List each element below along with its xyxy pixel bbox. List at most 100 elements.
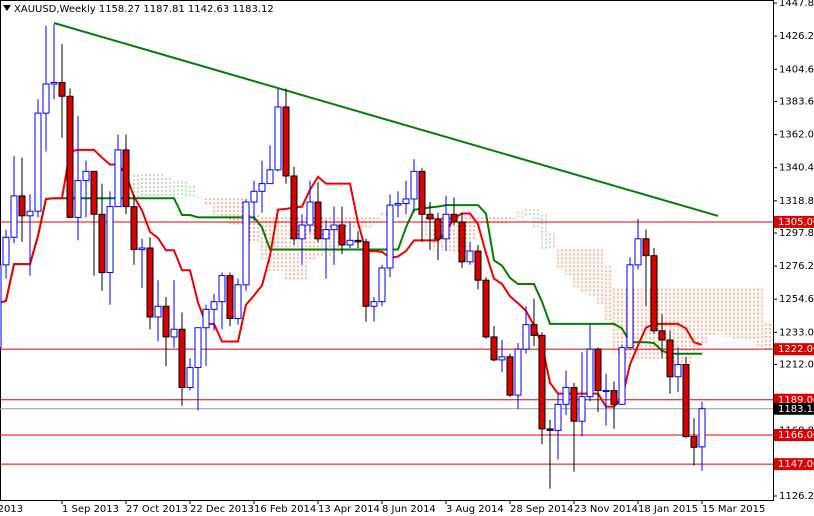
candle-body: [218, 275, 226, 303]
level-label: 1166.00: [778, 430, 814, 441]
candle-body: [146, 247, 154, 318]
candle-body: [122, 149, 130, 208]
candle-body: [546, 428, 554, 431]
candle-body: [610, 390, 618, 405]
title-arrow: [3, 5, 11, 11]
candle-body: [362, 241, 370, 307]
candle-body: [178, 328, 186, 388]
x-tick-label: 16 Feb 2014: [254, 504, 316, 515]
candle-body: [58, 81, 66, 97]
level-label: 1147.00: [778, 459, 814, 470]
candle-body: [490, 336, 498, 361]
candle-body: [50, 81, 58, 85]
candle-body: [618, 347, 626, 405]
candle-body: [594, 348, 602, 392]
candle-body: [0, 264, 2, 349]
candle-body: [602, 390, 610, 393]
candle-body: [666, 339, 674, 378]
x-tick-label: 23 Nov 2014: [574, 504, 638, 515]
candle-body: [322, 229, 330, 240]
candle-body: [394, 203, 402, 206]
candle-body: [106, 206, 114, 274]
x-tick-label: 8 Jun 2014: [382, 504, 436, 515]
candle-body: [82, 170, 90, 182]
candle-body: [338, 224, 346, 246]
candle-body: [330, 224, 338, 231]
y-tick-label: 1233.00: [779, 327, 814, 338]
candle-body: [10, 195, 18, 238]
candle-body: [466, 250, 474, 263]
candle-body: [562, 386, 570, 405]
candle-body: [170, 328, 178, 338]
candle-body: [386, 204, 394, 269]
level-label-bg: [774, 343, 814, 356]
candle-body: [290, 175, 298, 240]
candle-body: [314, 201, 322, 240]
x-tick-label: 7 Jul 2013: [0, 504, 23, 515]
candle-body: [634, 238, 642, 266]
candle-body: [250, 190, 258, 203]
x-tick-label: 1 Sep 2013: [62, 504, 119, 515]
candle-body: [274, 106, 282, 171]
level-label: 1305.00: [778, 217, 814, 228]
candle-body: [586, 348, 594, 398]
candle-body: [378, 267, 386, 303]
y-tick-label: 1447.80: [779, 0, 814, 9]
y-tick-label: 1404.60: [779, 64, 814, 75]
candle-body: [234, 284, 242, 320]
x-tick-label: 15 Mar 2015: [702, 504, 765, 515]
x-tick-label: 18 Jan 2015: [638, 504, 698, 515]
candle-body: [226, 275, 234, 320]
y-tick-label: 1318.80: [779, 196, 814, 207]
candle-body: [114, 149, 122, 208]
level-label: 1189.00: [778, 395, 814, 406]
candle-body: [474, 250, 482, 281]
last-price-label: 1183.12: [778, 404, 814, 415]
candle-body: [642, 238, 650, 257]
candle-body: [682, 364, 690, 438]
candle-body: [442, 213, 450, 240]
candle-body: [418, 170, 426, 215]
candle-body: [674, 364, 682, 378]
candle-body: [410, 170, 418, 200]
candle-body: [306, 201, 314, 226]
candle-body: [354, 239, 362, 243]
candle-body: [578, 396, 586, 422]
y-tick-label: 1426.20: [779, 31, 814, 42]
level-label: 1222.00: [778, 344, 814, 355]
candle-body: [130, 206, 138, 251]
candle-body: [450, 213, 458, 223]
y-tick-label: 1362.00: [779, 130, 814, 141]
candle-body: [426, 213, 434, 220]
last-price-bg: [774, 402, 814, 415]
candle-body: [138, 247, 146, 251]
candle-body: [538, 334, 546, 430]
candle-body: [690, 436, 698, 448]
candle-body: [42, 83, 50, 114]
candle-body: [242, 201, 250, 286]
candle-body: [74, 180, 82, 218]
candle-body: [402, 198, 410, 205]
candle-body: [66, 95, 74, 218]
candle-body: [346, 239, 354, 246]
candle-body: [18, 195, 26, 217]
level-label-bg: [774, 429, 814, 442]
y-tick-label: 1297.80: [779, 228, 814, 239]
level-label-bg: [774, 458, 814, 471]
candle-body: [498, 356, 506, 361]
candle-body: [98, 213, 106, 274]
x-tick-label: 13 Apr 2014: [318, 504, 380, 515]
chart-title: XAUUSD,Weekly 1158.27 1187.81 1142.63 11…: [14, 4, 274, 15]
candle-body: [34, 112, 42, 212]
candle-body: [2, 236, 10, 266]
candle-body: [90, 170, 98, 215]
level-label-bg: [774, 393, 814, 406]
x-tick-label: 27 Oct 2013: [126, 504, 188, 515]
candle-body: [266, 169, 274, 185]
x-tick-label: 3 Aug 2014: [446, 504, 504, 515]
candle-body: [506, 356, 514, 396]
candle-body: [210, 301, 218, 310]
y-tick-label: 1126.20: [779, 491, 814, 502]
